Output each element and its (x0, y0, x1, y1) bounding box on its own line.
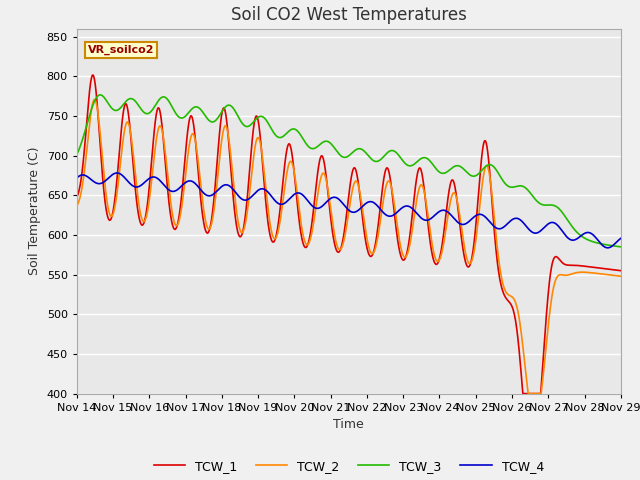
TCW_4 (617, 236, 625, 241)
TCW_1 (316, 160, 323, 166)
TCW_4 (383, 213, 390, 218)
TCW_2 (383, 181, 390, 187)
TCW_1 (325, 200, 333, 205)
TCW_4 (325, 197, 333, 203)
TCW_2 (316, 182, 323, 188)
TCW_4 (604, 245, 612, 251)
Text: VR_soilco2: VR_soilco2 (88, 45, 154, 55)
TCW_3 (115, 106, 123, 112)
TCW_3 (96, 92, 104, 98)
TCW_3 (304, 143, 312, 149)
TCW_2 (115, 171, 123, 177)
TCW_3 (73, 152, 81, 157)
TCW_3 (617, 244, 625, 250)
TCW_3 (316, 142, 323, 148)
TCW_2 (91, 96, 99, 102)
TCW_4 (73, 175, 81, 181)
TCW_1 (519, 391, 527, 396)
TCW_1 (115, 150, 123, 156)
Title: Soil CO2 West Temperatures: Soil CO2 West Temperatures (231, 6, 467, 24)
TCW_2 (73, 203, 81, 209)
Line: TCW_4: TCW_4 (77, 173, 621, 248)
X-axis label: Time: Time (333, 418, 364, 431)
TCW_3 (138, 107, 145, 112)
TCW_4 (138, 182, 145, 188)
TCW_2 (325, 194, 333, 200)
TCW_1 (617, 268, 625, 274)
TCW_3 (383, 150, 390, 156)
TCW_4 (304, 198, 312, 204)
Line: TCW_3: TCW_3 (77, 95, 621, 247)
TCW_1 (89, 72, 97, 78)
Legend: TCW_1, TCW_2, TCW_3, TCW_4: TCW_1, TCW_2, TCW_3, TCW_4 (148, 455, 549, 478)
Line: TCW_2: TCW_2 (77, 99, 621, 394)
TCW_2 (138, 215, 145, 220)
Y-axis label: Soil Temperature (C): Soil Temperature (C) (28, 147, 41, 276)
TCW_1 (138, 222, 145, 228)
TCW_1 (304, 241, 312, 247)
TCW_4 (115, 170, 123, 176)
TCW_4 (113, 170, 121, 176)
TCW_3 (325, 139, 333, 145)
TCW_1 (383, 165, 390, 171)
TCW_4 (316, 205, 323, 211)
TCW_2 (524, 391, 532, 396)
TCW_2 (617, 273, 625, 279)
TCW_1 (73, 194, 81, 200)
TCW_2 (304, 241, 312, 247)
Line: TCW_1: TCW_1 (77, 75, 621, 394)
